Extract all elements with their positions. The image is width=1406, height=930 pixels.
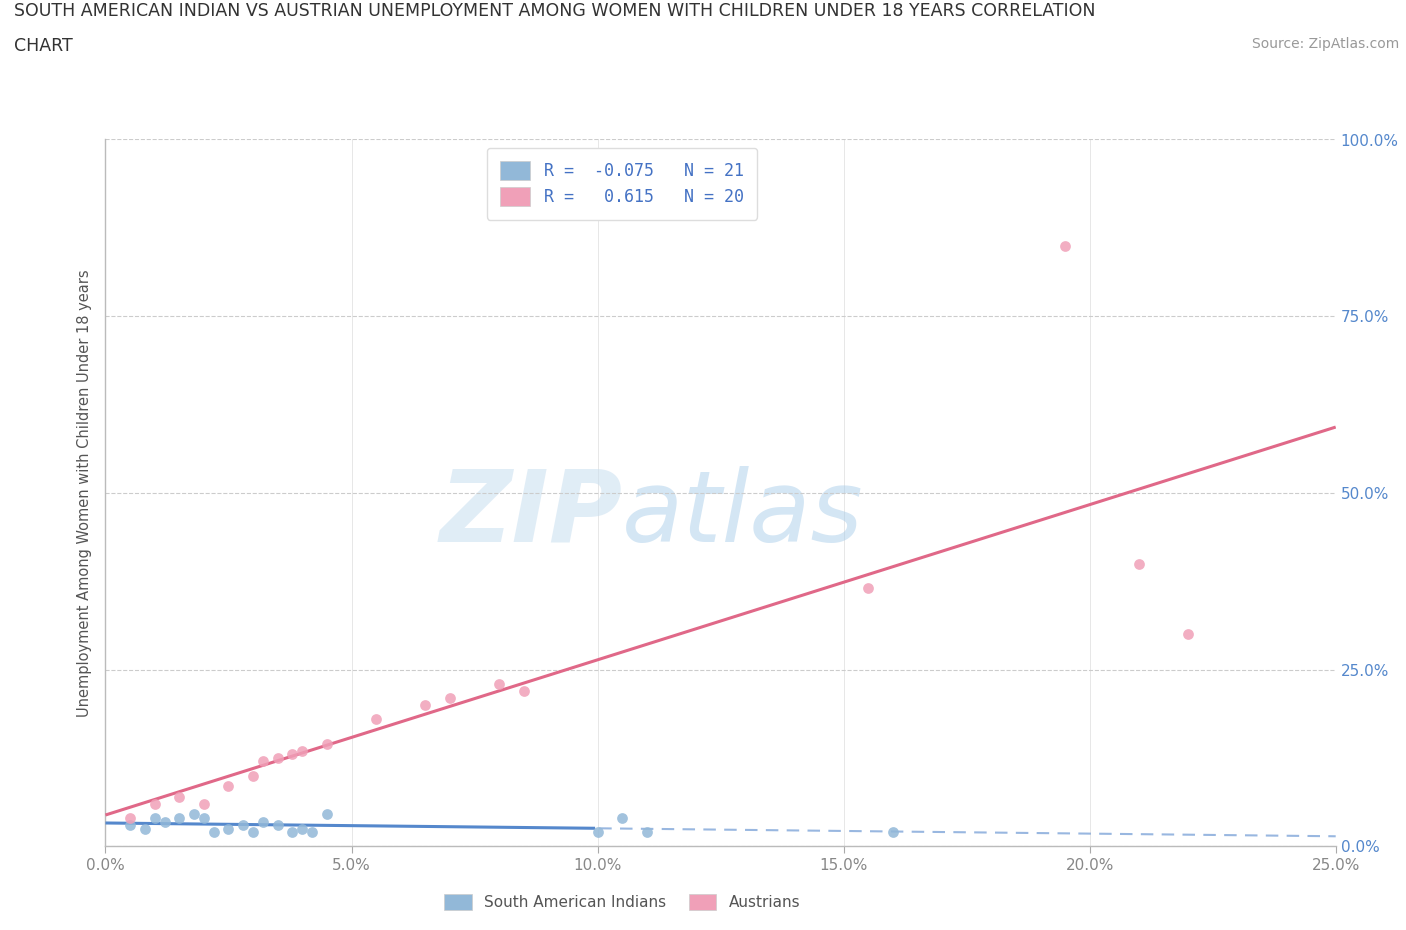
Point — [291, 821, 314, 836]
Point — [882, 825, 904, 840]
Point — [858, 581, 880, 596]
Point — [488, 676, 510, 691]
Point — [193, 811, 215, 826]
Text: Source: ZipAtlas.com: Source: ZipAtlas.com — [1251, 37, 1399, 51]
Point — [169, 811, 191, 826]
Point — [413, 698, 436, 712]
Point — [218, 821, 240, 836]
Point — [143, 796, 166, 811]
Point — [202, 825, 225, 840]
Text: SOUTH AMERICAN INDIAN VS AUSTRIAN UNEMPLOYMENT AMONG WOMEN WITH CHILDREN UNDER 1: SOUTH AMERICAN INDIAN VS AUSTRIAN UNEMPL… — [14, 2, 1095, 20]
Point — [291, 743, 314, 758]
Point — [169, 790, 191, 804]
Point — [366, 711, 388, 726]
Point — [252, 754, 274, 769]
Text: atlas: atlas — [621, 466, 863, 563]
Point — [301, 825, 323, 840]
Point — [143, 811, 166, 826]
Point — [232, 817, 254, 832]
Text: CHART: CHART — [14, 37, 73, 55]
Point — [183, 807, 205, 822]
Point — [242, 768, 264, 783]
Point — [439, 690, 461, 705]
Point — [267, 751, 290, 765]
Y-axis label: Unemployment Among Women with Children Under 18 years: Unemployment Among Women with Children U… — [76, 269, 91, 717]
Text: ZIP: ZIP — [439, 466, 621, 563]
Point — [586, 825, 609, 840]
Point — [120, 811, 141, 826]
Point — [610, 811, 633, 826]
Point — [315, 807, 337, 822]
Point — [513, 684, 536, 698]
Legend: South American Indians, Austrians: South American Indians, Austrians — [439, 888, 806, 916]
Point — [218, 778, 240, 793]
Point — [252, 814, 274, 829]
Point — [134, 821, 156, 836]
Point — [636, 825, 658, 840]
Point — [315, 737, 337, 751]
Point — [1128, 556, 1150, 571]
Point — [120, 817, 141, 832]
Point — [267, 817, 290, 832]
Point — [1177, 627, 1199, 642]
Point — [281, 747, 304, 762]
Point — [281, 825, 304, 840]
Point — [242, 825, 264, 840]
Point — [193, 796, 215, 811]
Point — [1054, 238, 1077, 253]
Point — [153, 814, 176, 829]
